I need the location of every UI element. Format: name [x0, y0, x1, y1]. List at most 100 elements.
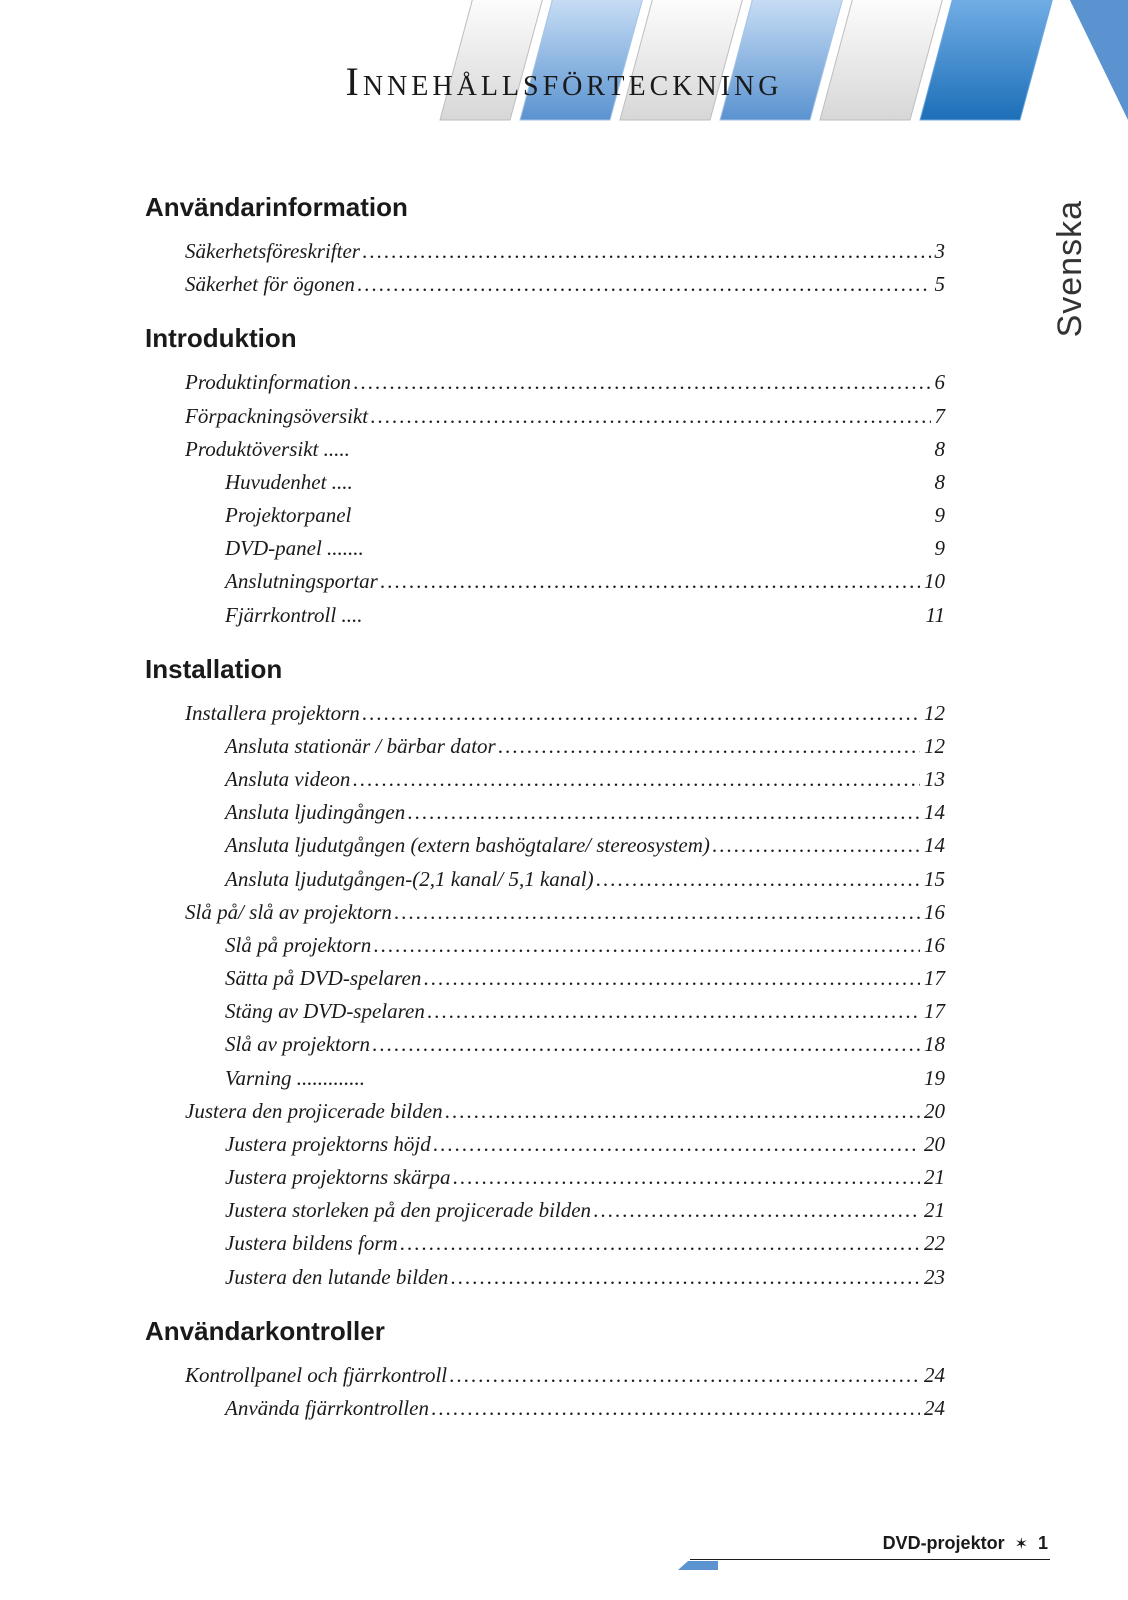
page-footer: DVD-projektor ✶ 1	[883, 1533, 1048, 1554]
toc-entry-label: Justera projektorns skärpa	[225, 1161, 453, 1194]
toc-leader-dots	[362, 697, 920, 730]
toc-entry-label: Produktöversikt .....	[185, 433, 352, 466]
toc-entry-page: 5	[931, 268, 946, 301]
toc-entry-label: Förpackningsöversikt	[185, 400, 370, 433]
toc-leader-dots	[427, 995, 920, 1028]
toc-entry: Justera projektorns skärpa 21	[145, 1161, 945, 1194]
toc-entry-label: Anslutningsportar	[225, 565, 380, 598]
toc-entry: Justera den projicerade bilden 20	[145, 1095, 945, 1128]
toc-entry-page: 15	[920, 863, 945, 896]
toc-leader-dots	[449, 1359, 920, 1392]
toc-entry-page: 19	[920, 1062, 945, 1095]
toc-leader-dots	[373, 929, 920, 962]
toc-entry-label: Produktinformation	[185, 366, 353, 399]
toc-entry-page: 16	[920, 929, 945, 962]
toc-entry: Justera storleken på den projicerade bil…	[145, 1194, 945, 1227]
toc-entry-label: Ansluta stationär / bärbar dator	[225, 730, 498, 763]
toc-entry-label: Ansluta ljudutgången-(2,1 kanal/ 5,1 kan…	[225, 863, 596, 896]
toc-entry-label: Installera projektorn	[185, 697, 362, 730]
toc-entry-label: Kontrollpanel och fjärrkontroll	[185, 1359, 449, 1392]
toc-entry-label: Använda fjärrkontrollen	[225, 1392, 431, 1425]
toc-entry-label: Justera projektorns höjd	[225, 1128, 433, 1161]
toc-leader-dots	[450, 1261, 920, 1294]
toc-entry-label: DVD-panel .......	[225, 532, 366, 565]
toc-entry: Säkerhet för ögonen 5	[145, 268, 945, 301]
footer-wedge-icon	[678, 1552, 718, 1570]
toc-entry-page: 12	[920, 730, 945, 763]
toc-entry: Säkerhetsföreskrifter3	[145, 235, 945, 268]
page-title: Innehållsförteckning	[0, 58, 1128, 105]
toc-entry-page: 17	[920, 962, 945, 995]
toc-entry-page: 22	[920, 1227, 945, 1260]
toc-entry-label: Säkerhetsföreskrifter	[185, 235, 362, 268]
toc-entry: Ansluta ljudingången 14	[145, 796, 945, 829]
toc-entry: Ansluta stationär / bärbar dator 12	[145, 730, 945, 763]
toc-entry-label: Ansluta ljudutgången (extern bashögtalar…	[225, 829, 712, 862]
toc-entry-page: 9	[931, 499, 946, 532]
toc-entry: Projektorpanel 9	[145, 499, 945, 532]
toc-entry: Ansluta ljudutgången (extern bashögtalar…	[145, 829, 945, 862]
section-heading: Användarinformation	[145, 192, 945, 223]
toc-entry: Huvudenhet .... 8	[145, 466, 945, 499]
section-heading: Introduktion	[145, 323, 945, 354]
toc-entry-page: 21	[920, 1194, 945, 1227]
toc-entry-page: 6	[931, 366, 946, 399]
toc-entry-page: 20	[920, 1128, 945, 1161]
toc-leader-dots	[394, 896, 920, 929]
toc-entry: Fjärrkontroll .... 11	[145, 599, 945, 632]
toc-entry-page: 12	[920, 697, 945, 730]
toc-entry-label: Projektorpanel	[225, 499, 353, 532]
toc-entry-label: Stäng av DVD-spelaren	[225, 995, 427, 1028]
toc-leader-dots	[372, 1028, 920, 1061]
toc-entry-label: Ansluta videon	[225, 763, 352, 796]
toc-leader-dots	[357, 268, 931, 301]
toc-entry-page: 8	[931, 466, 946, 499]
toc-entry-label: Sätta på DVD-spelaren	[225, 962, 423, 995]
toc-leader-dots	[712, 829, 920, 862]
toc-entry-page: 18	[920, 1028, 945, 1061]
toc-entry: Stäng av DVD-spelaren17	[145, 995, 945, 1028]
toc-entry: DVD-panel .......9	[145, 532, 945, 565]
toc-entry-label: Säkerhet för ögonen	[185, 268, 357, 301]
toc-entry: Justera projektorns höjd 20	[145, 1128, 945, 1161]
toc-entry-page: 23	[920, 1261, 945, 1294]
toc-entry: Ansluta videon 13	[145, 763, 945, 796]
toc-entry-label: Justera den projicerade bilden	[185, 1095, 445, 1128]
section-heading: Installation	[145, 654, 945, 685]
footer-label: DVD-projektor	[883, 1533, 1005, 1554]
toc-entry-page: 13	[920, 763, 945, 796]
toc-entry-label: Huvudenhet ....	[225, 466, 355, 499]
toc-entry-page: 21	[920, 1161, 945, 1194]
footer-separator-icon: ✶	[1015, 1534, 1028, 1554]
toc-entry: Installera projektorn 12	[145, 697, 945, 730]
toc-leader-dots	[433, 1128, 920, 1161]
toc-entry-label: Fjärrkontroll ....	[225, 599, 364, 632]
toc-entry-page: 14	[920, 796, 945, 829]
toc-leader-dots	[407, 796, 920, 829]
footer-divider	[690, 1559, 1050, 1560]
language-side-label: Svenska	[1051, 200, 1090, 337]
toc-entry-label: Slå av projektorn	[225, 1028, 372, 1061]
toc-entry-page: 16	[920, 896, 945, 929]
toc-entry: Slå på/ slå av projektorn16	[145, 896, 945, 929]
toc-leader-dots	[370, 400, 930, 433]
toc-leader-dots	[498, 730, 920, 763]
toc-entry-page: 20	[920, 1095, 945, 1128]
toc-entry-label: Justera den lutande bilden	[225, 1261, 450, 1294]
toc-entry: Förpackningsöversikt 7	[145, 400, 945, 433]
toc-entry-page: 7	[931, 400, 946, 433]
toc-entry: Slå av projektorn 18	[145, 1028, 945, 1061]
section-heading: Användarkontroller	[145, 1316, 945, 1347]
toc-entry-label: Varning .............	[225, 1062, 367, 1095]
toc-entry: Justera den lutande bilden 23	[145, 1261, 945, 1294]
toc-entry-page: 14	[920, 829, 945, 862]
toc-entry-label: Ansluta ljudingången	[225, 796, 407, 829]
toc-entry-page: 24	[920, 1359, 945, 1392]
toc-leader-dots	[423, 962, 920, 995]
toc-entry-page: 11	[922, 599, 945, 632]
toc-entry: Ansluta ljudutgången-(2,1 kanal/ 5,1 kan…	[145, 863, 945, 896]
toc-leader-dots	[380, 565, 920, 598]
toc-entry-page: 10	[920, 565, 945, 598]
toc-entry: Kontrollpanel och fjärrkontroll 24	[145, 1359, 945, 1392]
toc-entry-label: Justera bildens form	[225, 1227, 400, 1260]
